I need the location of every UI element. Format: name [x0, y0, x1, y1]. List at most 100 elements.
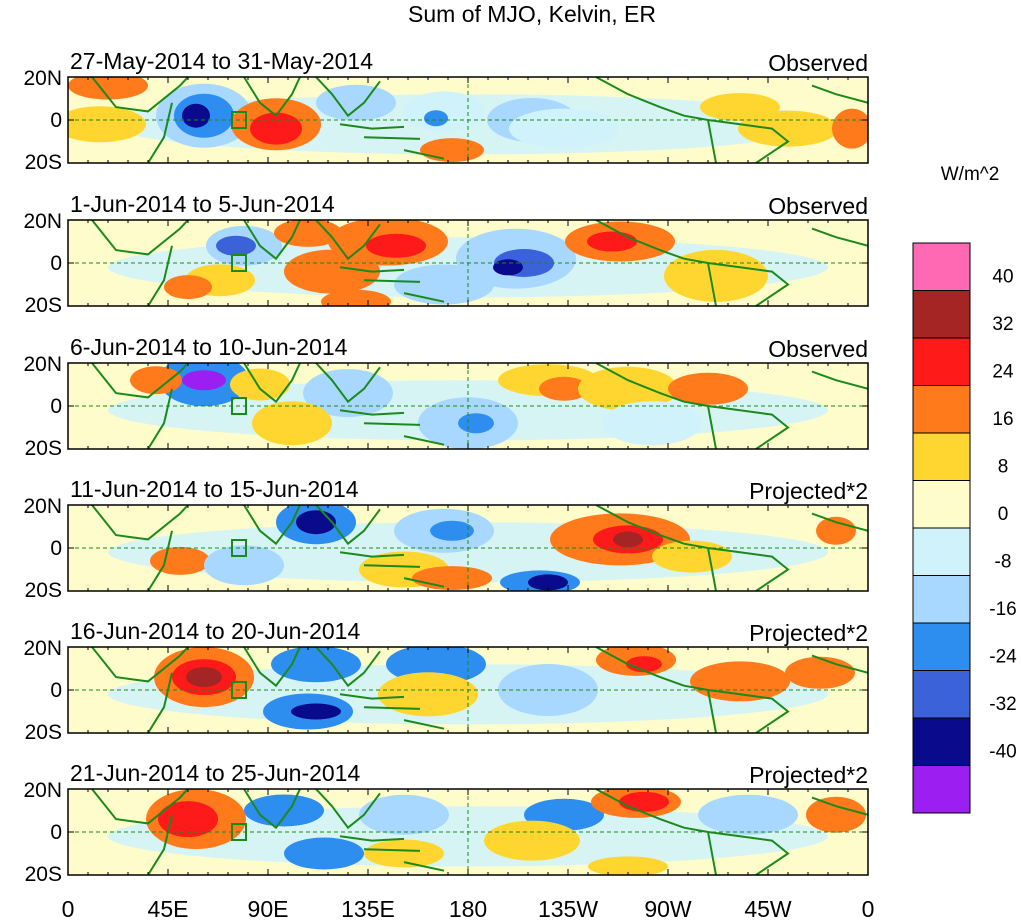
colorbar-swatch	[912, 385, 971, 434]
panel-mode-label: Observed	[768, 193, 868, 219]
latitude-label: 0	[50, 679, 62, 702]
latitude-label: 20S	[25, 721, 62, 744]
coastline	[243, 789, 301, 830]
latitude-label: 0	[50, 109, 62, 132]
panel-date-range: 21-Jun-2014 to 25-Jun-2014	[70, 760, 360, 786]
anomaly-blob	[244, 794, 324, 827]
coastline	[315, 647, 445, 730]
coastline	[315, 77, 445, 160]
colorbar-label: -24	[989, 647, 1017, 668]
anomaly-blob	[690, 661, 790, 702]
coastline	[315, 505, 445, 588]
coastline	[243, 363, 301, 404]
colorbar-swatch	[912, 622, 971, 671]
anomaly-blob	[186, 667, 222, 688]
longitude-label: 45E	[148, 896, 189, 921]
anomaly-blob	[216, 235, 256, 256]
anomaly-blob	[284, 837, 364, 870]
coastline	[91, 789, 189, 875]
units-label: W/m^2	[941, 164, 1000, 185]
anomaly-blob	[296, 510, 336, 535]
anomaly-field	[91, 789, 868, 875]
panel-mode-label: Observed	[768, 50, 868, 76]
colorbar-swatch	[912, 480, 971, 529]
latitude-label: 0	[50, 821, 62, 844]
anomaly-blob	[509, 108, 619, 149]
anomaly-blob	[230, 368, 290, 401]
coastline	[811, 370, 868, 390]
anomaly-blob	[602, 401, 702, 446]
anomaly-blob	[252, 401, 332, 446]
coastline	[683, 684, 790, 733]
longitude-label: 135W	[538, 896, 598, 921]
anomaly-blob	[321, 289, 391, 306]
anomaly-blob	[484, 820, 580, 861]
panel-mode-label: Projected*2	[749, 478, 868, 504]
coastline	[91, 363, 189, 449]
latitude-label: 20S	[25, 437, 62, 460]
coastline	[595, 505, 685, 545]
colorbar-swatch	[912, 765, 971, 814]
anomaly-blob	[404, 91, 484, 132]
anomaly-blob	[182, 103, 210, 128]
anomaly-field	[91, 505, 868, 591]
panels-group: 27-May-2014 to 31-May-2014 Observed 20N 0 20…	[23, 48, 869, 886]
longitude-label: 0	[862, 896, 875, 921]
panel-mode-label: Projected*2	[749, 762, 868, 788]
coastline	[315, 363, 445, 446]
anomaly-field	[91, 647, 868, 733]
panel-date-range: 16-Jun-2014 to 20-Jun-2014	[70, 618, 360, 644]
coastline	[243, 220, 301, 261]
colorbar: 40 32 24 16 8 0 -8 -16 -24 -32 -40	[912, 242, 1017, 814]
coastline	[595, 220, 685, 260]
anomaly-field	[91, 220, 868, 306]
anomaly-blob	[626, 656, 662, 673]
anomaly-blob	[291, 703, 341, 720]
anomaly-blob	[284, 249, 380, 294]
anomaly-blob	[420, 138, 484, 163]
panel-date-range: 27-May-2014 to 31-May-2014	[70, 48, 373, 74]
latitude-label: 20N	[23, 779, 62, 802]
anomaly-blob	[528, 574, 568, 591]
colorbar-swatch	[912, 527, 971, 576]
coastline	[683, 400, 790, 449]
latitude-label: 20S	[25, 579, 62, 602]
longitude-label: 180	[449, 896, 487, 921]
anomaly-blob	[430, 520, 474, 541]
anomaly-blob	[698, 794, 798, 835]
anomaly-blob	[366, 233, 426, 258]
longitude-label: 90E	[248, 896, 289, 921]
latitude-label: 0	[50, 395, 62, 418]
anomaly-blob	[785, 656, 855, 689]
coastline	[811, 227, 868, 247]
latitude-label: 20S	[25, 294, 62, 317]
coastline	[683, 114, 790, 163]
anomaly-blob	[816, 516, 856, 545]
anomaly-blob	[130, 366, 182, 395]
anomaly-blob	[493, 259, 523, 276]
longitude-axis: 0 45E 90E 135E 180 135W 90W 45W 0	[62, 896, 875, 921]
coastline	[595, 647, 685, 687]
colorbar-label: -16	[989, 599, 1016, 620]
coastline	[243, 505, 301, 546]
coastline	[315, 789, 445, 872]
anomaly-blob	[539, 376, 589, 401]
anomaly-blob	[164, 275, 212, 300]
coastline	[595, 363, 685, 403]
coastline	[683, 257, 790, 306]
anomaly-blob	[316, 84, 396, 121]
latitude-label: 0	[50, 537, 62, 560]
anomaly-blob	[613, 531, 643, 548]
anomaly-blob	[588, 856, 668, 875]
colorbar-label: -32	[989, 694, 1016, 715]
anomaly-blob	[158, 801, 218, 838]
latitude-label: 20S	[25, 151, 62, 174]
coastline	[315, 220, 445, 303]
colorbar-label: 16	[992, 409, 1013, 430]
coastline	[811, 654, 868, 674]
map-panel: 21-Jun-2014 to 25-Jun-2014 Projected*2 20N…	[23, 760, 869, 886]
anomaly-blob	[412, 566, 492, 591]
anomaly-blob	[68, 106, 146, 143]
map-panel: 16-Jun-2014 to 20-Jun-2014 Projected*2 20N…	[23, 618, 869, 744]
